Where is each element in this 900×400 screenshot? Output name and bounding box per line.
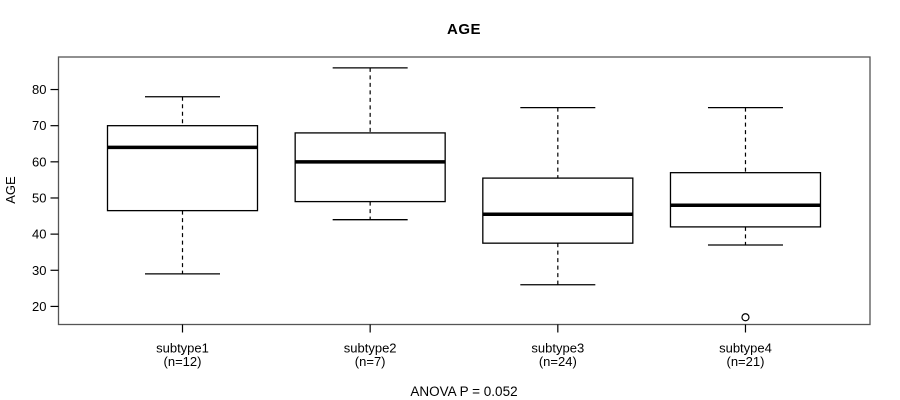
category-count-label: (n=7): [355, 354, 386, 369]
category-label: subtype3: [531, 341, 584, 356]
y-tick-label: 80: [32, 82, 46, 97]
outlier-point: [741, 313, 750, 322]
category-label: subtype1: [156, 341, 209, 356]
category-label: subtype2: [344, 341, 397, 356]
y-tick-label: 50: [32, 190, 46, 205]
y-tick-label: 30: [32, 263, 46, 278]
category-count-label: (n=12): [164, 354, 202, 369]
chart-title: AGE: [446, 21, 481, 38]
anova-caption: ANOVA P = 0.052: [410, 384, 518, 399]
category-label: subtype4: [719, 341, 772, 356]
y-tick-label: 40: [32, 227, 46, 242]
iqr-box: [106, 125, 259, 212]
category-count-label: (n=24): [539, 354, 577, 369]
iqr-box: [669, 172, 822, 228]
category-count-label: (n=21): [727, 354, 765, 369]
plot-border: [57, 56, 871, 326]
iqr-box: [294, 132, 446, 203]
y-tick-label: 20: [32, 299, 46, 314]
y-tick-label: 70: [32, 118, 46, 133]
y-tick-label: 60: [32, 154, 46, 169]
iqr-box: [482, 177, 634, 244]
